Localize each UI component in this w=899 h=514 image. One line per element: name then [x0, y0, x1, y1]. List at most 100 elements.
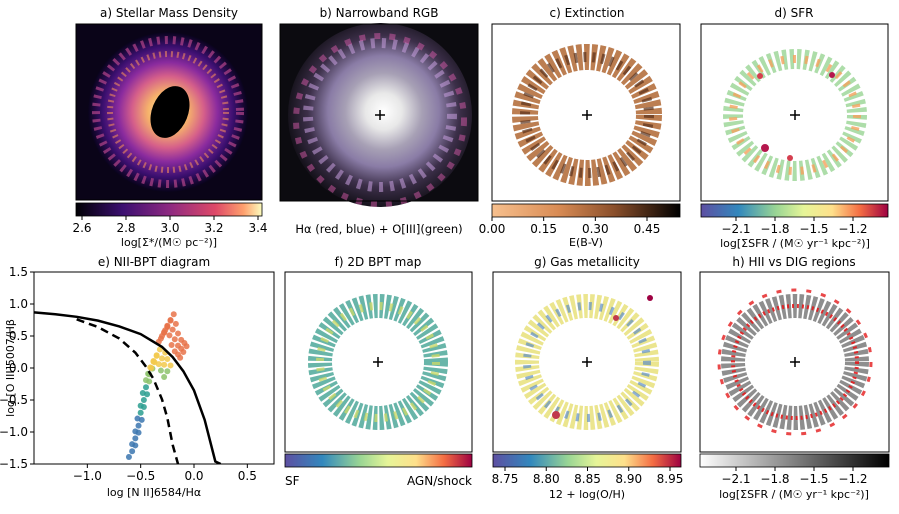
bpt-point	[129, 448, 136, 455]
colorbar-c	[491, 203, 681, 218]
colorbar-c-tick-label: 0.30	[582, 222, 609, 236]
bpt-point	[135, 422, 142, 429]
bpt-xtick-label: 0.5	[238, 469, 257, 483]
bpt-point	[125, 453, 132, 460]
bpt-point	[161, 329, 168, 336]
colorbar-a-ticks: 2.6 2.8 3.0 3.2 3.4	[72, 216, 268, 235]
bpt-ytick-label: 0.0	[9, 361, 28, 375]
bpt-point	[137, 409, 144, 416]
title-b: b) Narrowband RGB	[320, 6, 439, 20]
colorbar-a-tick-label: 2.6	[72, 221, 91, 235]
colorbar-f-right-label: AGN/shock	[407, 474, 472, 488]
colorbar-g-tick-label: 8.90	[615, 472, 642, 486]
bpt-ytick-label: 1.0	[9, 297, 28, 311]
masked-bulge	[150, 86, 190, 138]
title-h: h) HII vs DIG regions	[732, 255, 855, 269]
bpt-point	[167, 317, 174, 323]
title-a: a) Stellar Mass Density	[100, 6, 238, 20]
colorbar-d-tick-label: −1.8	[760, 222, 789, 236]
panel-e-plot: −1.0 −0.5 0.0 0.5 −1.5 −1.0 −0.5 0.0 0.5 1.0 1.5	[0, 265, 275, 483]
colorbar-g-label: 12 + log(O/H)	[549, 488, 625, 501]
title-c: c) Extinction	[549, 6, 624, 20]
panel-a-image	[76, 24, 262, 200]
bpt-point	[177, 354, 184, 361]
colorbar-h	[699, 453, 890, 468]
panel-c-image	[492, 24, 680, 201]
bpt-plot-area	[34, 311, 222, 464]
bpt-point	[143, 377, 149, 384]
colorbar-g-tick-label: 8.80	[533, 472, 560, 486]
bpt-point	[153, 352, 160, 359]
colorbar-a	[75, 202, 263, 217]
bpt-point	[139, 389, 146, 396]
bpt-point	[147, 364, 154, 371]
bpt-point	[161, 373, 168, 380]
colorbar-a-label: log[Σ*/(M☉ pc⁻²)]	[121, 236, 217, 249]
bpt-point	[164, 356, 171, 363]
bpt-point	[172, 320, 179, 327]
colorbar-a-tick-label: 3.0	[160, 221, 179, 235]
bpt-point	[169, 326, 176, 333]
bpt-xlabel: log [N II]6584/Hα	[107, 486, 201, 499]
bpt-point	[134, 415, 141, 422]
bpt-point	[132, 435, 139, 442]
kewley-line	[34, 311, 222, 464]
bpt-xtick-label: 0.0	[184, 469, 203, 483]
colorbar-g	[492, 453, 682, 468]
kauffmann-line	[76, 318, 182, 464]
bpt-point	[161, 361, 168, 368]
bpt-point	[155, 361, 162, 368]
bpt-point	[137, 402, 144, 409]
bpt-point	[180, 349, 187, 355]
panel-c-frame	[491, 23, 681, 202]
panel-a-frame	[75, 23, 263, 201]
bpt-point	[157, 367, 164, 374]
bpt-point	[175, 330, 181, 337]
bpt-point	[166, 332, 173, 339]
colorbar-c-ticks: 0.00 0.15 0.30 0.45	[479, 217, 661, 236]
colorbar-f-left-label: SF	[285, 474, 300, 488]
panel-d-image	[701, 24, 888, 201]
bpt-point	[164, 322, 171, 329]
colorbar-d-tick-label: −1.2	[838, 222, 867, 236]
colorbar-a-tick-label: 3.4	[248, 221, 267, 235]
colorbar-h-label: log[ΣSFR / (M☉ yr⁻¹ kpc⁻²)]	[719, 488, 869, 501]
bpt-ytick-label: −0.5	[0, 393, 28, 407]
colorbar-d-tick-label: −1.5	[799, 222, 828, 236]
bpt-xtick-label: −0.5	[126, 469, 155, 483]
bpt-point	[171, 336, 178, 343]
colorbar-c-tick-label: 0.15	[530, 222, 557, 236]
title-g: g) Gas metallicity	[534, 255, 640, 269]
bpt-point	[183, 343, 190, 350]
bpt-point	[150, 357, 157, 364]
colorbar-a-tick-label: 2.8	[116, 221, 135, 235]
bpt-ytick-label: −1.5	[0, 457, 28, 471]
colorbar-h-ticks: −2.1 −1.8 −1.5 −1.2	[721, 467, 868, 486]
panel-g-image	[493, 272, 681, 452]
bpt-point	[168, 341, 175, 348]
bpt-point	[132, 428, 139, 435]
colorbar-c-tick-label: 0.00	[479, 222, 506, 236]
panel-f-frame	[284, 271, 473, 453]
colorbar-a-tick-label: 3.2	[204, 221, 223, 235]
panel-h-frame	[699, 271, 890, 453]
bpt-ytick-label: 0.5	[9, 329, 28, 343]
bpt-ytick-label: 1.5	[9, 265, 28, 279]
colorbar-h-tick-label: −1.8	[760, 472, 789, 486]
bpt-point	[167, 362, 174, 369]
title-d: d) SFR	[775, 6, 814, 20]
colorbar-h-tick-label: −1.2	[838, 472, 867, 486]
panel-d-frame	[700, 23, 889, 202]
colorbar-c-tick-label: 0.45	[634, 222, 661, 236]
colorbar-d	[700, 203, 889, 218]
panel-f-image	[285, 272, 472, 452]
colorbar-h-tick-label: −1.5	[799, 472, 828, 486]
colorbar-g-ticks: 8.75 8.80 8.85 8.90 8.95	[492, 467, 683, 486]
panel-h-image	[700, 272, 889, 452]
panel-b-frame	[279, 23, 479, 202]
bpt-ytick-label: −1.0	[0, 425, 28, 439]
colorbar-d-label: log[ΣSFR / (M☉ yr⁻¹ kpc⁻²)]	[720, 237, 870, 250]
colorbar-d-tick-label: −2.1	[721, 222, 750, 236]
